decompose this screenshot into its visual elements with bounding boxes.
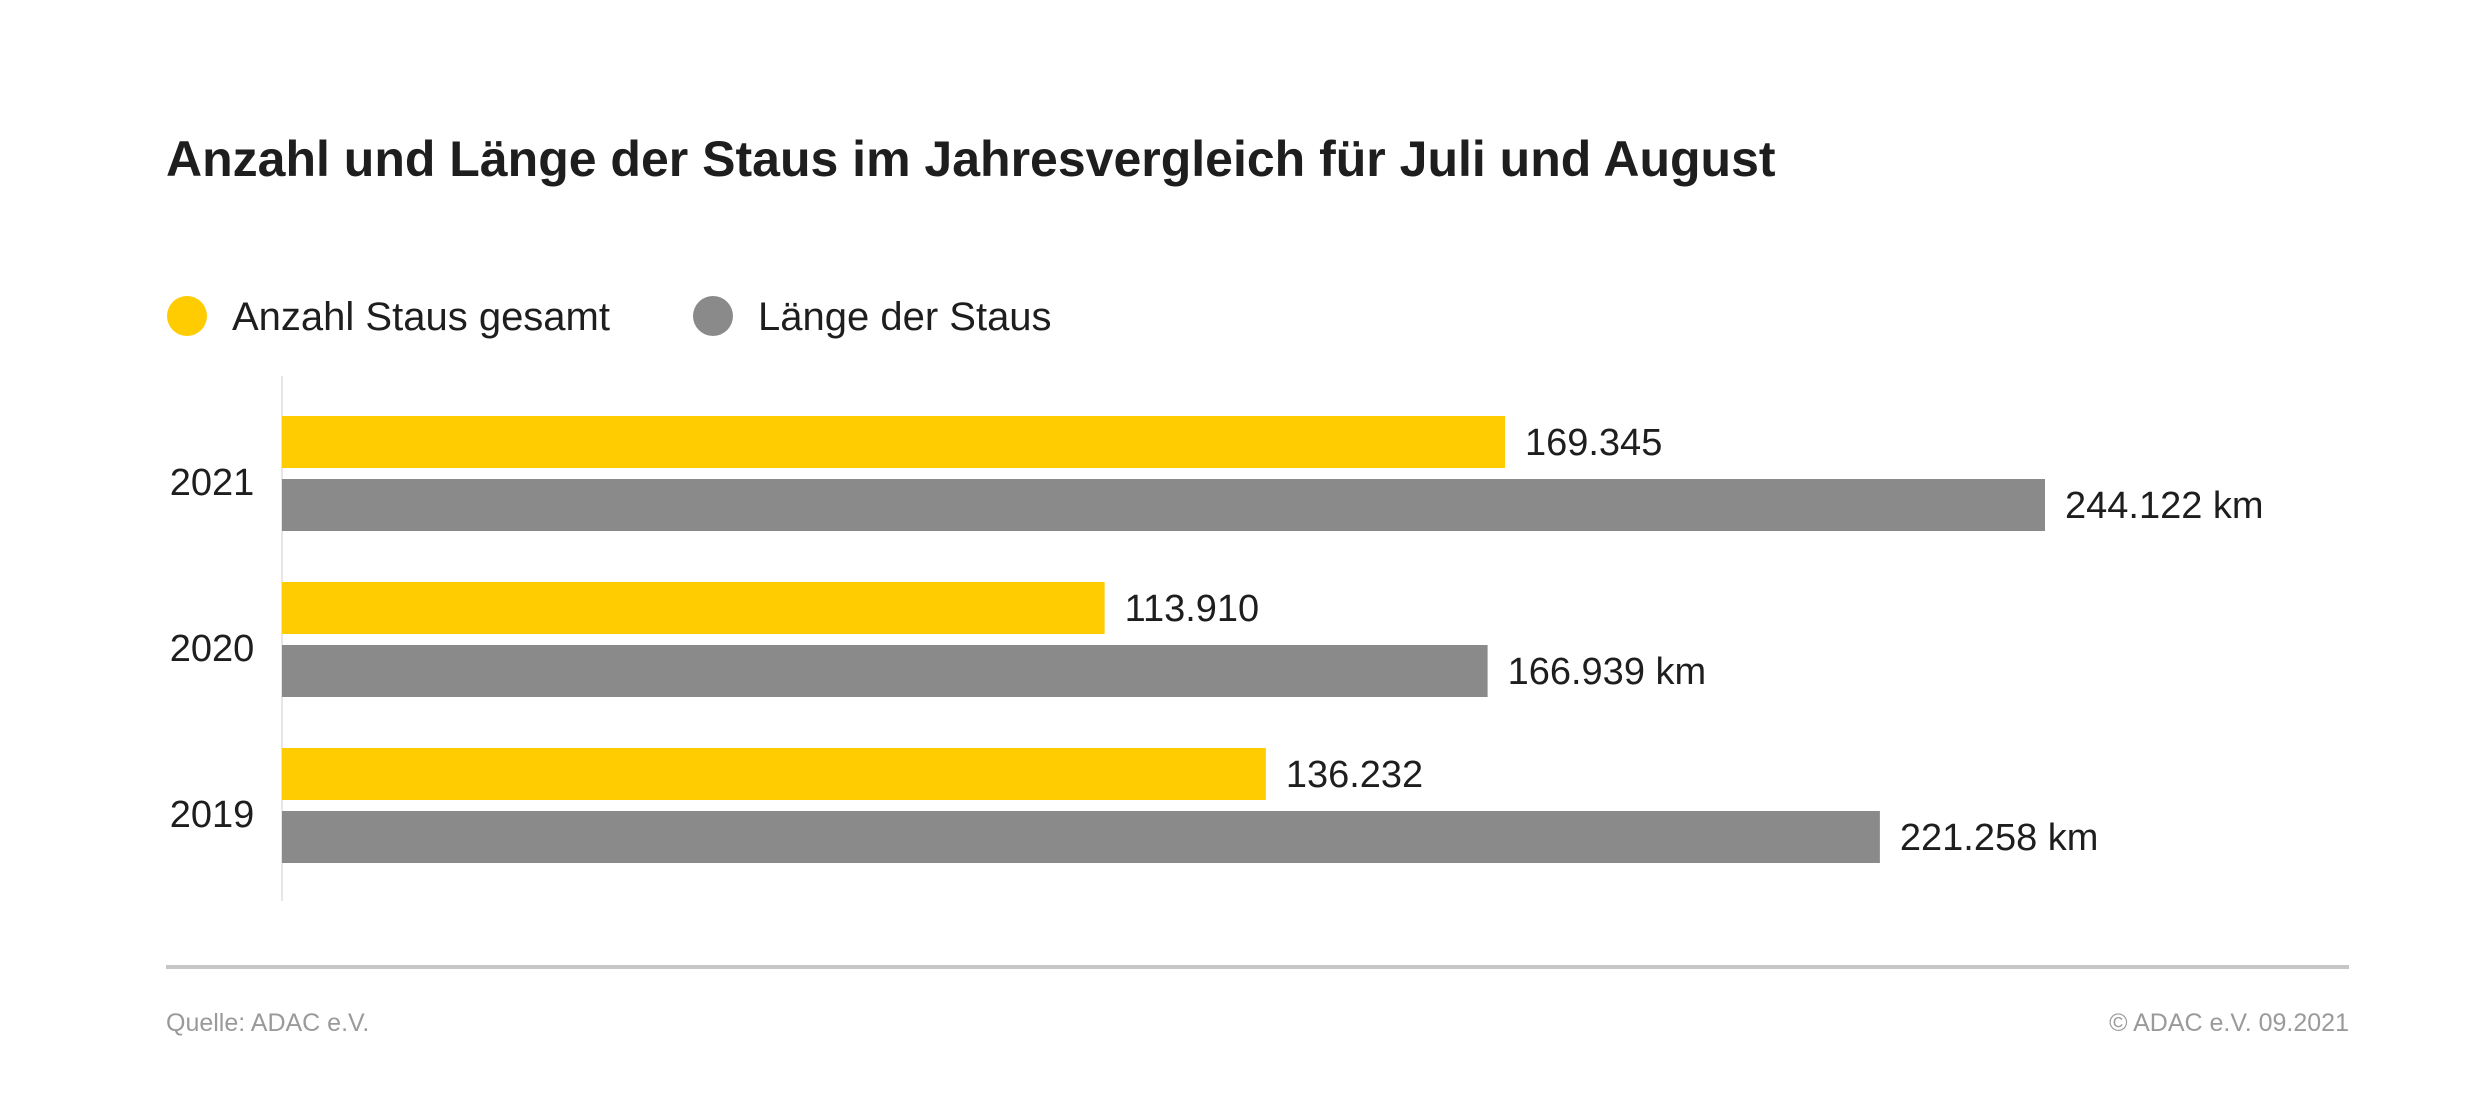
legend-label-0: Anzahl Staus gesamt xyxy=(232,295,610,339)
bar-2020-series-1 xyxy=(282,645,1488,697)
category-label-2019: 2019 xyxy=(170,794,255,836)
bar-2021-series-1 xyxy=(282,479,2045,531)
legend: Anzahl Staus gesamt Länge der Staus xyxy=(167,295,1052,339)
data-label-2020-series-1: 166.939 km xyxy=(1508,651,1707,693)
legend-swatch-1 xyxy=(693,296,733,336)
bar-2019-series-0 xyxy=(282,748,1266,800)
category-label-2020: 2020 xyxy=(170,628,255,670)
category-label-2021: 2021 xyxy=(170,462,255,504)
bar-2019-series-1 xyxy=(282,811,1880,863)
data-label-2019-series-1: 221.258 km xyxy=(1900,817,2099,859)
legend-label-1: Länge der Staus xyxy=(758,295,1052,339)
legend-swatch-0 xyxy=(167,296,207,336)
source-note: Quelle: ADAC e.V. xyxy=(166,1009,369,1037)
bar-2020-series-0 xyxy=(282,582,1105,634)
chart-title: Anzahl und Länge der Staus im Jahresverg… xyxy=(166,131,1776,187)
data-label-2019-series-0: 136.232 xyxy=(1286,754,1423,796)
data-label-2021-series-1: 244.122 km xyxy=(2065,485,2264,527)
data-label-2021-series-0: 169.345 xyxy=(1525,422,1662,464)
bar-2021-series-0 xyxy=(282,416,1505,468)
data-label-2020-series-0: 113.910 xyxy=(1125,588,1260,630)
bars: 2021 169.345 244.122 km 2020 113.910 166.939 … xyxy=(170,416,2264,863)
copyright-note: © ADAC e.V. 09.2021 xyxy=(2109,1009,2349,1037)
